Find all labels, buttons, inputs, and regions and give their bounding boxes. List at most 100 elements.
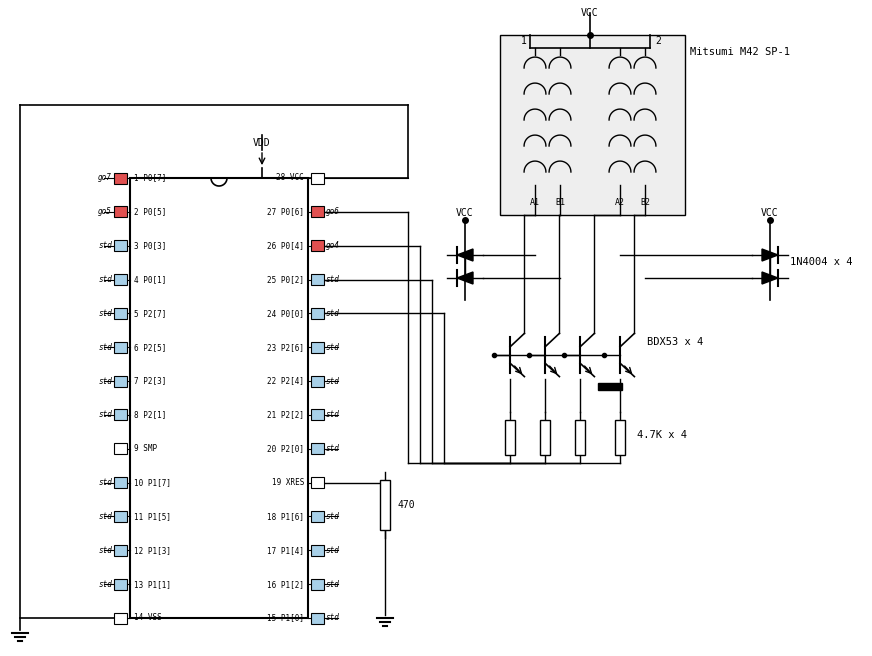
Text: 13 P1[1]: 13 P1[1] <box>134 580 171 588</box>
Bar <box>540 420 550 455</box>
Polygon shape <box>457 249 473 261</box>
Bar <box>311 544 324 556</box>
Text: std: std <box>99 377 112 386</box>
Bar <box>114 613 127 623</box>
Text: 24 P0[0]: 24 P0[0] <box>267 309 304 318</box>
Text: VCC: VCC <box>761 208 779 218</box>
Bar <box>311 511 324 522</box>
Bar <box>311 240 324 251</box>
Text: 6 P2[5]: 6 P2[5] <box>134 342 167 352</box>
Text: 2: 2 <box>655 36 661 46</box>
Text: 22 P2[4]: 22 P2[4] <box>267 377 304 386</box>
Text: 15 P1[0]: 15 P1[0] <box>267 613 304 623</box>
Text: std: std <box>326 613 340 623</box>
Text: 12 P1[3]: 12 P1[3] <box>134 546 171 555</box>
Text: A1: A1 <box>530 198 540 207</box>
Text: 11 P1[5]: 11 P1[5] <box>134 512 171 521</box>
Text: go7: go7 <box>99 173 112 182</box>
Text: BDX53 x 4: BDX53 x 4 <box>647 337 703 347</box>
Text: 25 P0[2]: 25 P0[2] <box>267 275 304 284</box>
Text: 18 P1[6]: 18 P1[6] <box>267 512 304 521</box>
Text: A2: A2 <box>615 198 625 207</box>
Text: std: std <box>99 478 112 487</box>
Text: std: std <box>99 546 112 555</box>
Bar <box>311 409 324 420</box>
Bar <box>114 376 127 386</box>
Text: B1: B1 <box>555 198 565 207</box>
Bar <box>505 420 515 455</box>
Text: 26 P0[4]: 26 P0[4] <box>267 241 304 250</box>
Bar <box>114 207 127 217</box>
Polygon shape <box>598 383 622 390</box>
Bar <box>114 511 127 522</box>
Text: std: std <box>326 411 340 419</box>
Text: go5: go5 <box>99 207 112 216</box>
Bar <box>615 420 625 455</box>
Text: std: std <box>99 342 112 352</box>
Bar <box>114 240 127 251</box>
Text: 9 SMP: 9 SMP <box>134 444 157 453</box>
Text: Mitsumi M42 SP-1: Mitsumi M42 SP-1 <box>690 47 790 57</box>
Text: std: std <box>326 377 340 386</box>
Text: std: std <box>326 512 340 521</box>
Text: VCC: VCC <box>456 208 473 218</box>
Text: 17 P1[4]: 17 P1[4] <box>267 546 304 555</box>
Bar <box>311 613 324 623</box>
Text: 4.7K x 4: 4.7K x 4 <box>637 430 687 440</box>
Polygon shape <box>762 272 778 284</box>
Text: 3 P0[3]: 3 P0[3] <box>134 241 167 250</box>
Text: 19 XRES: 19 XRES <box>271 478 304 487</box>
Text: VCC: VCC <box>581 8 599 18</box>
Bar <box>114 274 127 285</box>
Bar <box>114 308 127 319</box>
Text: std: std <box>326 580 340 588</box>
Text: 1N4004 x 4: 1N4004 x 4 <box>790 257 853 267</box>
Bar <box>311 173 324 184</box>
Text: 8 P2[1]: 8 P2[1] <box>134 411 167 419</box>
Text: go4: go4 <box>326 241 340 250</box>
Text: std: std <box>326 546 340 555</box>
Text: std: std <box>99 411 112 419</box>
Text: go6: go6 <box>326 207 340 216</box>
Bar <box>311 376 324 386</box>
Text: std: std <box>99 241 112 250</box>
Bar <box>311 207 324 217</box>
Text: B2: B2 <box>640 198 650 207</box>
Bar <box>114 579 127 590</box>
Bar <box>311 443 324 454</box>
Bar <box>311 342 324 353</box>
Text: 27 P0[6]: 27 P0[6] <box>267 207 304 216</box>
Bar <box>575 420 585 455</box>
Text: 1 P0[7]: 1 P0[7] <box>134 173 167 182</box>
Text: std: std <box>326 309 340 318</box>
Text: std: std <box>326 275 340 284</box>
Text: std: std <box>99 275 112 284</box>
Bar <box>114 443 127 454</box>
Text: 4 P0[1]: 4 P0[1] <box>134 275 167 284</box>
Text: 5 P2[7]: 5 P2[7] <box>134 309 167 318</box>
Text: 16 P1[2]: 16 P1[2] <box>267 580 304 588</box>
Text: 28 VCC: 28 VCC <box>276 173 304 182</box>
Polygon shape <box>762 249 778 261</box>
Bar <box>311 477 324 488</box>
Bar <box>114 342 127 353</box>
Text: std: std <box>99 580 112 588</box>
Bar <box>500 35 685 215</box>
Text: 2 P0[5]: 2 P0[5] <box>134 207 167 216</box>
Bar <box>114 477 127 488</box>
Bar <box>311 579 324 590</box>
Bar <box>114 544 127 556</box>
Text: 7 P2[3]: 7 P2[3] <box>134 377 167 386</box>
Text: 10 P1[7]: 10 P1[7] <box>134 478 171 487</box>
Text: std: std <box>326 342 340 352</box>
Text: std: std <box>99 512 112 521</box>
Bar <box>114 173 127 184</box>
Bar <box>380 480 390 530</box>
Text: VDD: VDD <box>253 138 271 148</box>
Text: 21 P2[2]: 21 P2[2] <box>267 411 304 419</box>
Bar <box>311 274 324 285</box>
Text: 14 VSS: 14 VSS <box>134 613 161 623</box>
Text: 23 P2[6]: 23 P2[6] <box>267 342 304 352</box>
Text: std: std <box>99 309 112 318</box>
Bar <box>130 178 308 618</box>
